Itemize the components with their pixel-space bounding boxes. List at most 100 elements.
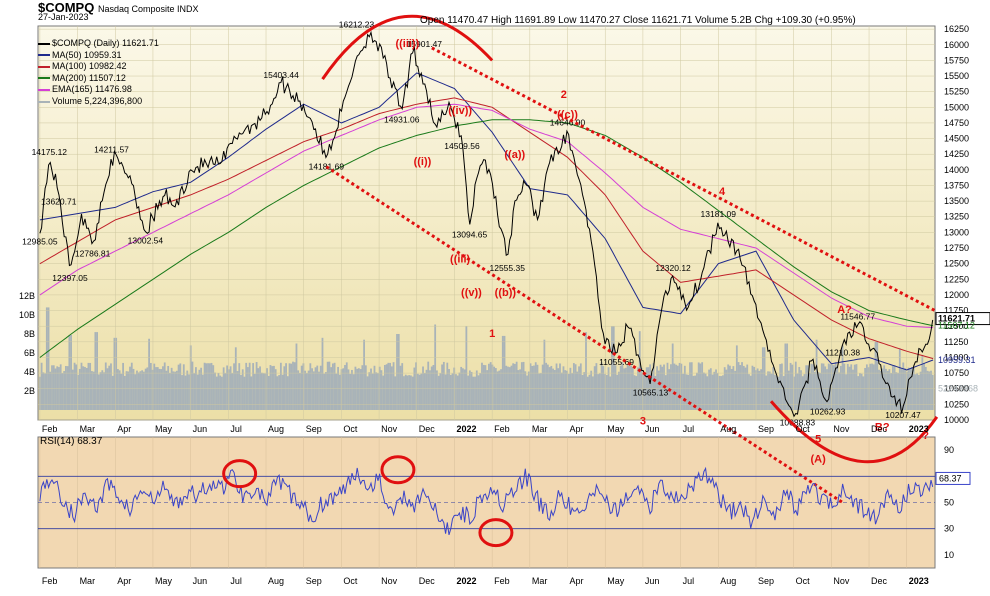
volume-bar: [312, 371, 315, 410]
volume-bar: [401, 363, 404, 410]
volume-bar: [664, 375, 667, 410]
price-tick-label: 13750: [944, 180, 969, 190]
volume-bar: [175, 370, 178, 410]
volume-bar: [184, 375, 187, 410]
volume-bar: [288, 363, 291, 410]
volume-bar: [47, 307, 50, 410]
volume-bar: [416, 373, 419, 410]
volume-bar: [115, 337, 118, 410]
price-series: [39, 30, 934, 418]
volume-bar: [902, 362, 905, 410]
volume-bar: [820, 363, 823, 410]
price-annotation: 14931.06: [384, 115, 420, 125]
volume-bar: [377, 373, 379, 410]
time-axis: Feb Feb Mar Mar Apr Apr May May Jun Jun Jul Jul Aug A…: [42, 424, 929, 586]
volume-bar: [472, 376, 475, 410]
rsi-highlight-circle: [380, 455, 416, 485]
volume-bar: [692, 375, 695, 410]
volume-bar: [198, 369, 201, 410]
time-tick-label: Apr: [570, 424, 584, 434]
rsi-time-tick-label: Aug: [720, 576, 736, 586]
volume-bar: [132, 368, 135, 410]
volume-bar: [529, 363, 532, 410]
volume-bar: [739, 365, 742, 410]
volume-bar: [786, 343, 789, 410]
volume-bar: [555, 363, 558, 410]
price-annotation: 11210.38: [825, 347, 860, 357]
volume-bar: [203, 362, 206, 410]
volume-bar: [803, 374, 806, 410]
volume-bar: [286, 376, 289, 410]
volume-bar: [522, 361, 525, 410]
time-tick-label: Jun: [645, 424, 660, 434]
volume-bar: [255, 362, 258, 410]
legend-swatch: [38, 42, 50, 45]
volume-bar: [302, 363, 305, 410]
volume-bar: [807, 365, 809, 410]
volume-bar: [881, 368, 884, 410]
wave-label: A?: [837, 304, 852, 316]
volume-bar: [75, 364, 78, 410]
price-annotation: 13094.65: [452, 229, 488, 239]
volume-bar: [930, 370, 932, 410]
volume-bar: [82, 366, 85, 410]
price-tick-label: 15000: [944, 102, 969, 112]
volume-bar: [702, 372, 705, 410]
volume-bar: [56, 366, 59, 410]
volume-bar: [928, 371, 931, 410]
volume-bar: [260, 372, 263, 410]
volume-bar: [886, 370, 889, 410]
volume-bar: [80, 362, 83, 410]
volume-bar: [784, 343, 787, 410]
volume-bar: [423, 373, 426, 410]
volume-bar: [172, 371, 175, 410]
volume-bar: [678, 362, 681, 410]
legend-ma200: MA(200) 11507.12: [38, 73, 159, 85]
volume-bar: [429, 370, 431, 410]
volume-bar: [727, 364, 730, 410]
volume-bar: [671, 343, 674, 410]
volume-bar: [685, 374, 688, 410]
volume-bar: [283, 366, 286, 410]
volume-bar: [586, 376, 589, 410]
volume-bar: [656, 366, 658, 410]
volume-bar: [578, 366, 580, 410]
volume-bar: [921, 354, 924, 410]
price-tick-label: 14750: [944, 118, 969, 128]
wave-label: ((iii)): [395, 38, 419, 50]
ma50-line: [39, 72, 934, 371]
volume-bar: [61, 373, 64, 410]
volume-bar: [576, 371, 579, 410]
volume-bar: [878, 369, 880, 410]
legend-price: $COMPQ (Daily) 11621.71: [38, 38, 159, 50]
volume-bar: [390, 366, 393, 410]
volume-bar: [309, 363, 312, 410]
volume-bar: [742, 365, 745, 410]
rsi-highlight-circle: [222, 459, 258, 489]
volume-bar: [108, 365, 111, 410]
volume-bar: [524, 371, 527, 410]
volume-bar: [285, 363, 287, 410]
price-flag-label: 11507.12: [938, 321, 975, 331]
price-tick-label: 16250: [944, 24, 969, 34]
volume-bar: [307, 370, 310, 410]
volume-bar: [689, 362, 691, 410]
volume-bar: [243, 376, 246, 410]
volume-bar: [118, 370, 121, 410]
volume-bar: [481, 362, 483, 410]
volume-bar: [855, 364, 858, 410]
wave-label: 5: [815, 434, 821, 446]
price-tick-label: 12750: [944, 243, 969, 253]
volume-bar: [389, 362, 391, 410]
volume-bar: [853, 364, 856, 410]
volume-bar: [728, 365, 731, 410]
volume-bar: [592, 376, 594, 410]
volume-bar: [78, 368, 81, 410]
volume-bar: [914, 374, 917, 410]
volume-bar: [444, 374, 447, 410]
volume-tick-label: 8B: [24, 329, 35, 339]
volume-bar: [763, 347, 766, 410]
volume-bar: [364, 365, 367, 410]
volume-bar: [344, 365, 346, 410]
